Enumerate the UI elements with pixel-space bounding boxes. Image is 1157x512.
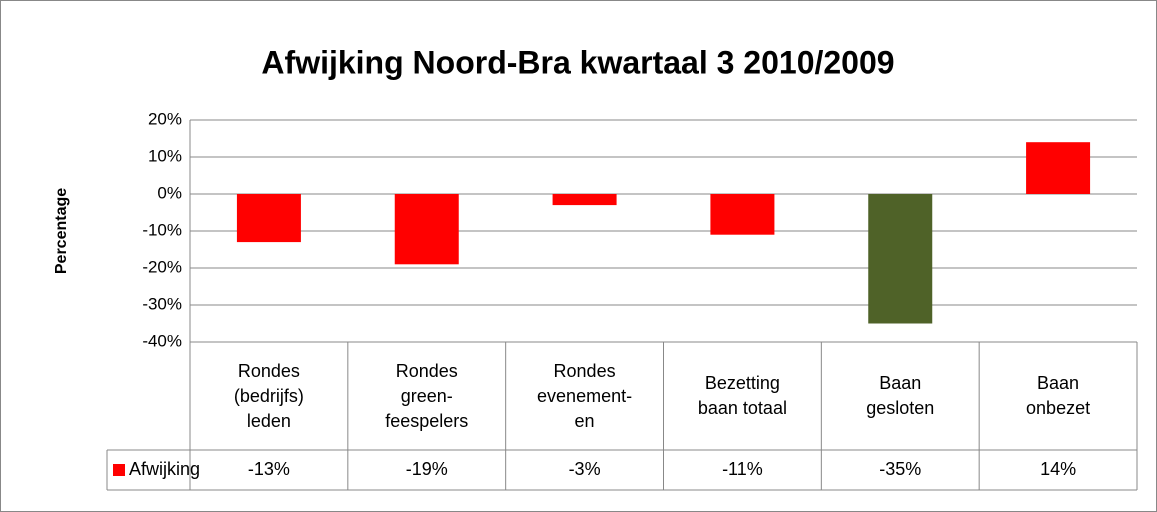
value-label: -3%	[569, 459, 601, 479]
bar	[236, 194, 301, 243]
y-tick-label: -40%	[142, 331, 182, 350]
y-tick-label: 0%	[157, 183, 182, 202]
category-label: Bezetting baan totaal	[697, 373, 787, 418]
bar	[868, 194, 933, 324]
category-label: Baan gesloten	[866, 373, 935, 418]
y-tick-label: 20%	[148, 109, 182, 128]
chart-title: Afwijking Noord-Bra kwartaal 3 2010/2009	[261, 44, 894, 80]
category-label: Rondes evenement- en	[537, 360, 633, 431]
bar	[552, 194, 617, 206]
y-tick-label: -10%	[142, 220, 182, 239]
bar	[710, 194, 775, 235]
y-tick-label: -30%	[142, 294, 182, 313]
value-label: -13%	[248, 459, 290, 479]
value-label: -11%	[722, 459, 763, 479]
legend-label: Afwijking	[129, 459, 200, 479]
value-label: -19%	[406, 459, 448, 479]
bar	[394, 194, 459, 265]
bar	[1026, 142, 1091, 194]
value-label: 14%	[1040, 459, 1076, 479]
category-label: Rondes (bedrijfs) leden	[233, 360, 304, 431]
y-axis-label: Percentage	[53, 188, 70, 274]
y-tick-label: -20%	[142, 257, 182, 276]
y-tick-label: 10%	[148, 146, 182, 165]
category-label: Rondes green- feespelers	[385, 360, 469, 431]
category-label: Baan onbezet	[1026, 373, 1091, 418]
legend-swatch	[113, 464, 125, 476]
value-label: -35%	[879, 459, 921, 479]
